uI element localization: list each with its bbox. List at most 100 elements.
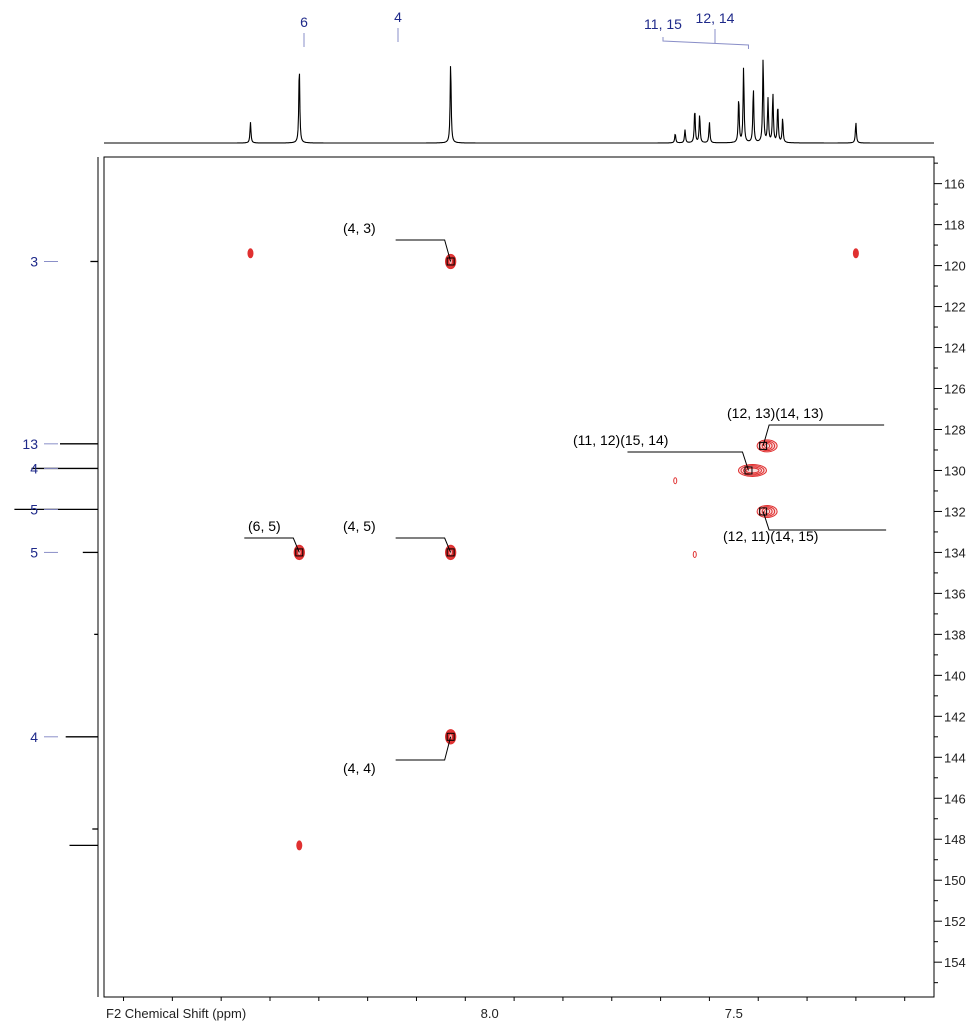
- f1-assignment-label: 4: [30, 460, 38, 476]
- unassigned-cross-peak: [852, 248, 859, 259]
- y-tick-label: 134: [944, 545, 966, 560]
- label-leader: [244, 537, 300, 553]
- plot-frame: [103, 156, 935, 998]
- label-leader: [762, 511, 887, 531]
- cross-peak-label-text: (6, 5): [248, 518, 281, 534]
- label-leader: [395, 239, 452, 262]
- y-tick-label: 130: [944, 463, 966, 478]
- f2-projection-spectrum: [104, 59, 934, 144]
- f2-spectrum-trace: [104, 59, 934, 144]
- cross-peak-label-text: (11, 12)(15, 14): [573, 432, 668, 448]
- y-tick-label: 138: [944, 627, 966, 642]
- y-axis: 116 118 120 122 124 126 128 130 132 134 136 138 140 1…: [933, 157, 966, 997]
- f1-assignment: 3: [30, 253, 58, 269]
- cross-peak-label: (6, 5): [244, 518, 300, 553]
- f1-assignment: 4: [30, 460, 58, 476]
- cross-peak-label-text: (4, 5): [343, 518, 376, 534]
- y-tick-label: 144: [944, 750, 966, 765]
- y-tick-label: 150: [944, 873, 966, 888]
- cross-peak-label: (4, 5): [343, 518, 452, 553]
- cross-peak-label-text: (12, 11)(14, 15): [723, 528, 818, 544]
- cross-peak-label-text: (4, 3): [343, 220, 376, 236]
- f1-assignment-label: 3: [30, 253, 38, 269]
- cross-peak: [756, 504, 778, 518]
- f1-assignment: 13: [22, 436, 58, 452]
- peak-marker: [446, 257, 455, 266]
- unassigned-cross-peak: [692, 550, 697, 558]
- y-tick-label: 118: [944, 218, 965, 233]
- f2-assignment-label: 11, 15: [644, 16, 682, 32]
- label-leader: [395, 736, 452, 761]
- f2-assignment-tick: [662, 37, 749, 49]
- f1-assignment: 4: [30, 729, 58, 745]
- peak-marker: [759, 507, 768, 516]
- f2-assignment: 4: [394, 9, 402, 42]
- unassigned-cross-peak: [673, 477, 678, 485]
- cross-peak-label: (11, 12)(15, 14): [573, 432, 749, 471]
- label-leader: [395, 537, 452, 553]
- cross-peak: [737, 463, 767, 477]
- contour-ring: [692, 550, 697, 558]
- contour-ring: [673, 477, 678, 485]
- label-leader: [627, 451, 749, 471]
- f2-assignments: 6 4 11, 15 12, 14: [300, 9, 749, 49]
- f2-assignment: 11, 15: [644, 16, 749, 49]
- f1-assignment-label: 13: [22, 436, 38, 452]
- unassigned-cross-peak: [247, 248, 254, 259]
- y-tick-label: 136: [944, 586, 966, 601]
- x-tick-label: 7.5: [725, 1006, 743, 1021]
- y-tick-label: 126: [944, 382, 966, 397]
- y-tick-label: 124: [944, 341, 966, 356]
- y-tick-label: 140: [944, 668, 966, 683]
- cross-peak: [444, 729, 457, 745]
- cross-peak-label: (4, 4): [343, 736, 452, 776]
- peak-marker: [446, 732, 455, 741]
- x-axis-label: F2 Chemical Shift (ppm): [106, 1006, 246, 1021]
- x-axis: 8.0 7.5: [123, 997, 906, 1021]
- f2-assignment: 12, 14: [696, 10, 735, 43]
- peak-marker: [446, 548, 455, 557]
- y-tick-label: 122: [944, 300, 966, 315]
- y-tick-label: 128: [944, 422, 966, 437]
- y-tick-label: 120: [944, 259, 966, 274]
- peak-marker: [759, 441, 768, 450]
- y-tick-label: 146: [944, 791, 966, 806]
- cross-peak-label-text: (12, 13)(14, 13): [727, 405, 824, 421]
- peak-marker: [295, 548, 304, 557]
- contour-ring: [740, 465, 765, 476]
- cross-peak-label-text: (4, 4): [343, 760, 376, 776]
- y-tick-label: 116: [944, 177, 965, 192]
- cross-peak-label: (12, 13)(14, 13): [727, 405, 885, 447]
- f1-assignment-label: 5: [30, 501, 38, 517]
- contour-ring: [852, 248, 859, 259]
- f2-assignment-label: 12, 14: [696, 10, 735, 26]
- peak-marker: [744, 466, 753, 475]
- f1-assignment-label: 4: [30, 729, 38, 745]
- y-tick-label: 148: [944, 832, 966, 847]
- f1-assignment-label: 5: [30, 544, 38, 560]
- label-leader: [762, 424, 885, 447]
- cross-peak-label: (12, 11)(14, 15): [723, 511, 887, 544]
- f2-assignment-label: 4: [394, 9, 402, 25]
- f1-projection-spectrum: [14, 157, 99, 997]
- f1-assignment: 5: [30, 544, 58, 560]
- f2-assignment: 6: [300, 14, 308, 47]
- x-tick-label: 8.0: [481, 1006, 499, 1021]
- y-tick-label: 154: [944, 955, 966, 970]
- cross-peak-labels: (4, 3) (6, 5) (4, 5) (4, 4) (12, 13)(14, 13)…: [244, 220, 887, 776]
- f1-assignment: 5: [30, 501, 58, 517]
- y-tick-label: 152: [944, 914, 966, 929]
- contour-ring: [296, 840, 303, 851]
- contour-ring: [247, 248, 254, 259]
- f2-assignment-label: 6: [300, 14, 308, 30]
- cross-peak-label: (4, 3): [343, 220, 452, 262]
- cross-peaks: [247, 248, 859, 851]
- y-tick-label: 132: [944, 504, 966, 519]
- y-tick-label: 142: [944, 709, 966, 724]
- cross-peak: [293, 544, 305, 561]
- cross-peak: [756, 439, 778, 453]
- unassigned-cross-peak: [296, 840, 303, 851]
- f1-assignments: 3 13 4 5 5 4: [22, 253, 58, 745]
